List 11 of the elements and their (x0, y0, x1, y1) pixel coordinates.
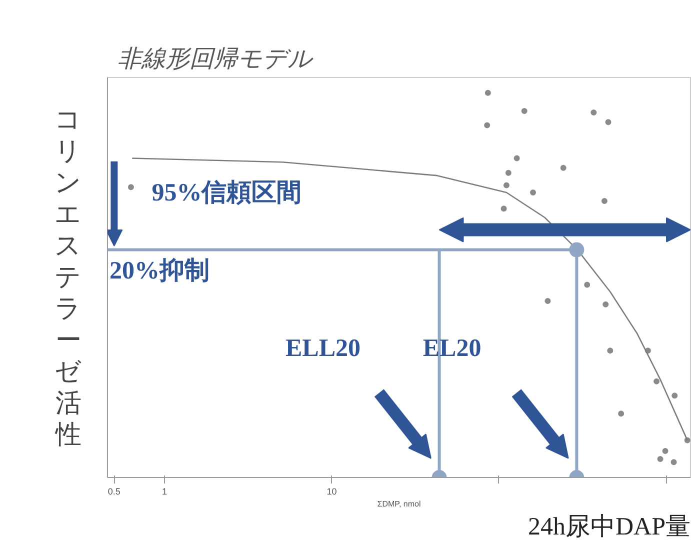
annotation: EL20 (422, 335, 482, 362)
text: 24h尿中DAP量 (528, 514, 691, 540)
x-tick-label: 0.5 (108, 486, 120, 496)
x-tick-label: 1 (162, 486, 168, 496)
annotation: 20%抑制 (110, 257, 210, 284)
annotation: 95%信頼区間 (152, 180, 302, 207)
annotation: ELL20 (285, 335, 360, 362)
chart-title: 非線形回帰モデル (118, 44, 314, 72)
text: コリンエステラーゼ活性 (54, 105, 82, 450)
x-axis-title: ΣDMP, nmol (377, 500, 421, 508)
x-tick-label: 10 (326, 486, 337, 496)
